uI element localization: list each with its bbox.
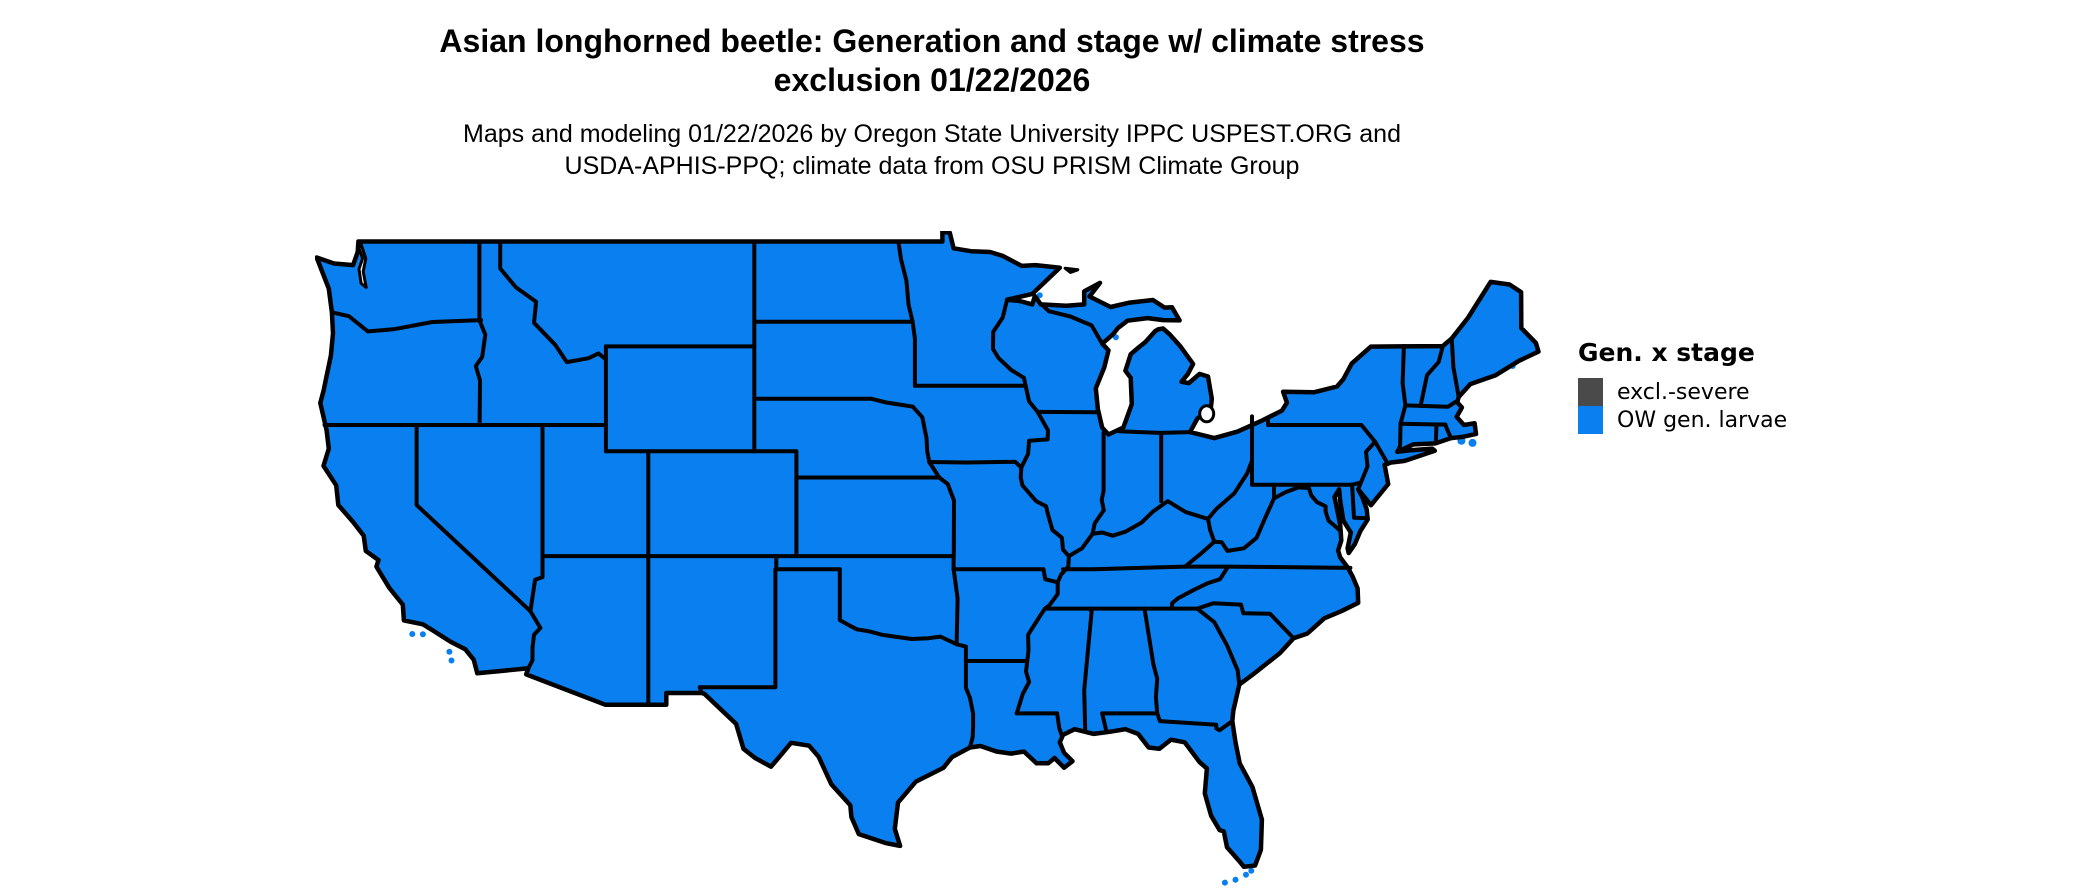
legend-swatch-ow-gen-larvae: [1578, 406, 1603, 434]
legend-swatch-excl-severe: [1578, 378, 1603, 406]
legend-label-excl-severe: excl.-severe: [1617, 379, 1750, 405]
figure-title-line2: exclusion 01/22/2026: [773, 62, 1091, 98]
legend-item-ow-gen-larvae: OW gen. larvae: [1578, 406, 1787, 434]
figure-title: Asian longhorned beetle: Generation and …: [315, 22, 1549, 100]
legend-label-ow-gen-larvae: OW gen. larvae: [1617, 407, 1788, 433]
legend: Gen. x stage excl.-severe OW gen. larvae: [1578, 338, 1787, 434]
legend-title: Gen. x stage: [1578, 338, 1755, 367]
figure-subtitle: Maps and modeling 01/22/2026 by Oregon S…: [315, 118, 1549, 182]
legend-item-excl-severe: excl.-severe: [1578, 378, 1787, 406]
figure-subtitle-line1: Maps and modeling 01/22/2026 by Oregon S…: [463, 120, 1401, 148]
figure-title-line1: Asian longhorned beetle: Generation and …: [439, 23, 1425, 59]
figure-subtitle-line2: USDA-APHIS-PPQ; climate data from OSU PR…: [564, 152, 1300, 180]
us-conus-map: [315, 231, 1541, 886]
